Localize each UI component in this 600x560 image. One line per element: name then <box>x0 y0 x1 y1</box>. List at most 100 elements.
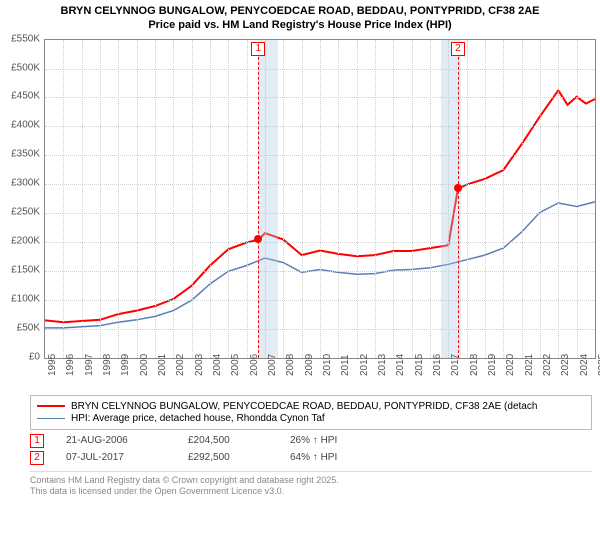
event-marker-num: 2 <box>30 451 44 465</box>
legend-item: HPI: Average price, detached house, Rhon… <box>37 413 585 424</box>
x-tick-label: 2001 <box>157 353 168 375</box>
gridline-v <box>228 40 229 358</box>
gridline-v <box>522 40 523 358</box>
event-row: 2 07-JUL-2017 £292,500 64% ↑ HPI <box>30 451 592 465</box>
x-tick-label: 2007 <box>267 353 278 375</box>
marker-dot <box>254 235 262 243</box>
x-tick-label: 2020 <box>505 353 516 375</box>
marker-dot <box>454 184 462 192</box>
gridline-v <box>412 40 413 358</box>
x-tick-label: 1998 <box>102 353 113 375</box>
x-tick-label: 2014 <box>395 353 406 375</box>
gridline-v <box>320 40 321 358</box>
gridline-v <box>155 40 156 358</box>
event-delta: 26% ↑ HPI <box>290 435 337 446</box>
gridline-v <box>540 40 541 358</box>
chart-area: 12 £0£50K£100K£150K£200K£250K£300K£350K£… <box>0 39 600 389</box>
event-marker-num: 1 <box>30 434 44 448</box>
x-tick-label: 1995 <box>47 353 58 375</box>
legend-text: HPI: Average price, detached house, Rhon… <box>71 413 325 424</box>
title-line1: BRYN CELYNNOG BUNGALOW, PENYCOEDCAE ROAD… <box>8 4 592 18</box>
x-tick-label: 2004 <box>212 353 223 375</box>
y-tick-label: £550K <box>0 33 40 44</box>
x-tick-label: 2015 <box>414 353 425 375</box>
y-tick-label: £500K <box>0 62 40 73</box>
gridline-v <box>137 40 138 358</box>
x-tick-label: 2010 <box>322 353 333 375</box>
gridline-v <box>503 40 504 358</box>
legend-text: BRYN CELYNNOG BUNGALOW, PENYCOEDCAE ROAD… <box>71 401 537 412</box>
gridline-v <box>375 40 376 358</box>
x-tick-label: 2002 <box>175 353 186 375</box>
x-tick-label: 1997 <box>84 353 95 375</box>
y-tick-label: £100K <box>0 293 40 304</box>
y-tick-label: £0 <box>0 351 40 362</box>
x-tick-label: 2012 <box>359 353 370 375</box>
gridline-v <box>82 40 83 358</box>
y-tick-label: £450K <box>0 91 40 102</box>
x-tick-label: 2006 <box>249 353 260 375</box>
x-tick-label: 2000 <box>139 353 150 375</box>
y-tick-label: £350K <box>0 149 40 160</box>
legend-swatch <box>37 418 65 419</box>
gridline-v <box>577 40 578 358</box>
gridline-v <box>467 40 468 358</box>
legend: BRYN CELYNNOG BUNGALOW, PENYCOEDCAE ROAD… <box>30 395 592 430</box>
gridline-v <box>357 40 358 358</box>
gridline-v <box>430 40 431 358</box>
y-tick-label: £150K <box>0 264 40 275</box>
gridline-v <box>63 40 64 358</box>
gridline-v <box>283 40 284 358</box>
event-delta: 64% ↑ HPI <box>290 452 337 463</box>
y-tick-label: £400K <box>0 120 40 131</box>
y-tick-label: £200K <box>0 235 40 246</box>
x-tick-label: 2017 <box>450 353 461 375</box>
gridline-v <box>338 40 339 358</box>
x-tick-label: 2003 <box>194 353 205 375</box>
gridline-v <box>485 40 486 358</box>
x-tick-label: 2008 <box>285 353 296 375</box>
x-tick-label: 2024 <box>579 353 590 375</box>
footer-attribution: Contains HM Land Registry data © Crown c… <box>30 471 592 498</box>
shaded-range <box>258 40 277 358</box>
footer-line1: Contains HM Land Registry data © Crown c… <box>30 475 592 487</box>
footer-line2: This data is licensed under the Open Gov… <box>30 486 592 498</box>
gridline-v <box>192 40 193 358</box>
x-tick-label: 2023 <box>560 353 571 375</box>
x-tick-label: 2016 <box>432 353 443 375</box>
event-table: 1 21-AUG-2006 £204,500 26% ↑ HPI 2 07-JUL-201… <box>30 434 592 465</box>
marker-label: 1 <box>251 42 265 56</box>
marker-line <box>258 42 259 358</box>
event-date: 21-AUG-2006 <box>66 435 166 446</box>
gridline-v <box>173 40 174 358</box>
event-date: 07-JUL-2017 <box>66 452 166 463</box>
gridline-v <box>100 40 101 358</box>
plot-region: 12 <box>44 39 596 359</box>
x-tick-label: 2009 <box>304 353 315 375</box>
title-line2: Price paid vs. HM Land Registry's House … <box>8 18 592 32</box>
y-tick-label: £250K <box>0 207 40 218</box>
marker-label: 2 <box>451 42 465 56</box>
legend-swatch <box>37 405 65 407</box>
chart-title: BRYN CELYNNOG BUNGALOW, PENYCOEDCAE ROAD… <box>0 0 600 39</box>
y-tick-label: £50K <box>0 322 40 333</box>
legend-item: BRYN CELYNNOG BUNGALOW, PENYCOEDCAE ROAD… <box>37 401 585 412</box>
event-row: 1 21-AUG-2006 £204,500 26% ↑ HPI <box>30 434 592 448</box>
event-price: £204,500 <box>188 435 268 446</box>
gridline-v <box>247 40 248 358</box>
marker-line <box>458 42 459 358</box>
x-tick-label: 2018 <box>469 353 480 375</box>
x-tick-label: 2021 <box>524 353 535 375</box>
gridline-v <box>210 40 211 358</box>
x-tick-label: 2011 <box>340 354 351 376</box>
gridline-v <box>118 40 119 358</box>
gridline-v <box>393 40 394 358</box>
x-tick-label: 2013 <box>377 353 388 375</box>
x-tick-label: 2022 <box>542 353 553 375</box>
gridline-v <box>302 40 303 358</box>
x-tick-label: 1996 <box>65 353 76 375</box>
event-price: £292,500 <box>188 452 268 463</box>
x-tick-label: 2019 <box>487 353 498 375</box>
y-tick-label: £300K <box>0 178 40 189</box>
gridline-v <box>558 40 559 358</box>
